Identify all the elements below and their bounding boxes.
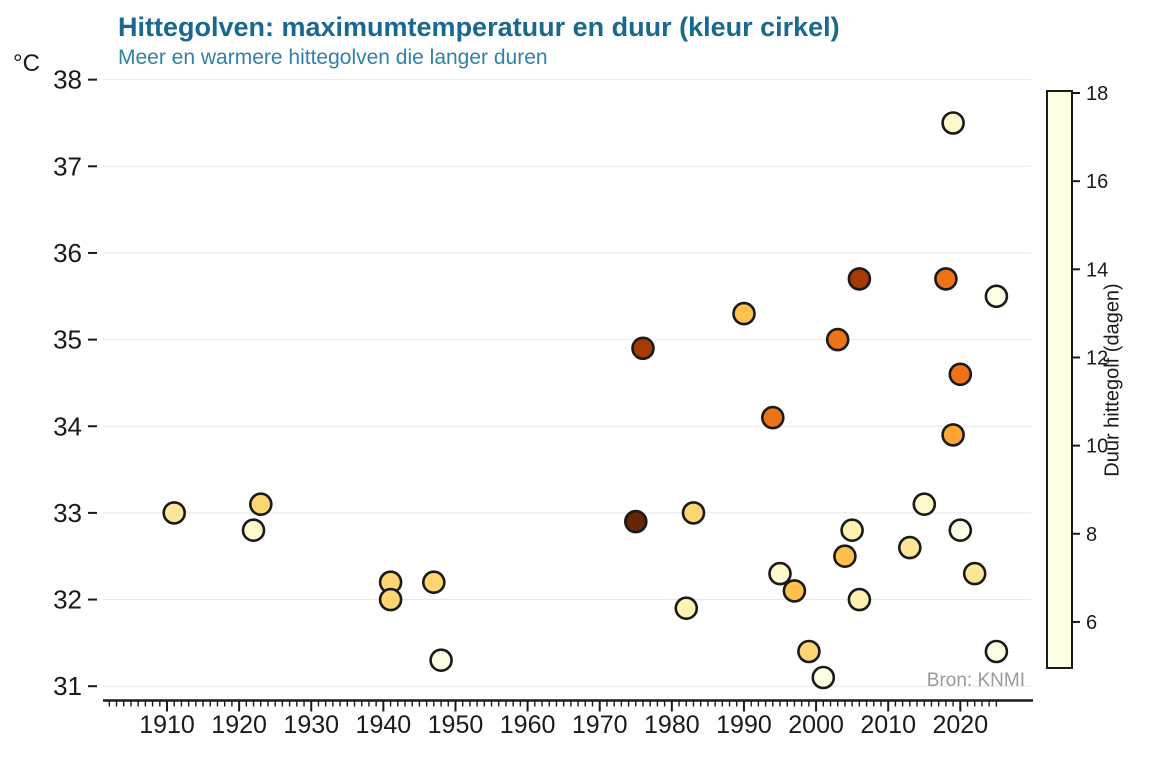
x-tick-label: 2020 <box>933 711 989 739</box>
x-tick-label: 1990 <box>716 711 772 739</box>
data-point[interactable] <box>941 423 965 447</box>
x-tick-label: 1980 <box>644 711 700 739</box>
source-attribution: Bron: KNMI <box>926 670 1025 691</box>
data-point[interactable] <box>768 561 792 586</box>
colorbar-tick-label: 10 <box>1086 436 1108 458</box>
data-point[interactable] <box>897 535 922 560</box>
y-axis-unit-label: °C <box>13 50 40 77</box>
y-tick-label: 33 <box>53 498 82 528</box>
data-point[interactable] <box>421 570 446 595</box>
data-point[interactable] <box>631 336 655 361</box>
data-point[interactable] <box>825 327 850 352</box>
data-point[interactable] <box>782 579 807 603</box>
data-point[interactable] <box>623 509 648 534</box>
data-point[interactable] <box>833 544 857 569</box>
colorbar-tick-label: 12 <box>1086 347 1108 369</box>
data-point[interactable] <box>732 301 756 326</box>
x-tick-label: 1940 <box>356 711 412 739</box>
x-tick-label: 2000 <box>788 711 844 739</box>
data-point[interactable] <box>984 639 1009 664</box>
x-tick-label: 1930 <box>283 711 339 739</box>
data-point[interactable] <box>984 284 1009 309</box>
data-point[interactable] <box>962 561 987 586</box>
colorbar-tick-label: 18 <box>1086 83 1108 105</box>
data-point[interactable] <box>760 405 785 430</box>
data-point[interactable] <box>162 501 186 525</box>
data-points <box>162 111 1009 690</box>
data-point[interactable] <box>948 362 973 387</box>
colorbar-tick-label: 6 <box>1086 612 1097 634</box>
data-point[interactable] <box>847 587 872 612</box>
x-tick-label: 1960 <box>500 711 556 739</box>
x-axis: 1910 1920 1930 1940 1950 1960 1970 1980 1990 2000… <box>103 699 1033 739</box>
colorbar-axis-label: Duur hittegolf (dagen) <box>1101 283 1124 477</box>
data-point[interactable] <box>378 587 403 612</box>
data-point[interactable] <box>241 518 266 543</box>
data-point[interactable] <box>248 492 273 517</box>
y-tick-label: 31 <box>53 671 82 701</box>
y-tick-label: 37 <box>53 151 82 181</box>
gridlines <box>103 79 1031 687</box>
y-tick-label: 34 <box>53 411 82 441</box>
data-point[interactable] <box>429 648 453 673</box>
data-point[interactable] <box>797 639 821 664</box>
data-point[interactable] <box>811 665 836 690</box>
colorbar: 18 16 14 12 10 8 6 <box>1046 83 1108 669</box>
y-tick-label: 35 <box>53 325 82 355</box>
data-point[interactable] <box>847 267 872 291</box>
chart-title: Hittegolven: maximumtemperatuur en duur … <box>118 12 840 42</box>
x-tick-label: 1970 <box>572 711 628 739</box>
y-tick-label: 32 <box>53 585 82 615</box>
data-point[interactable] <box>840 518 864 543</box>
data-point[interactable] <box>674 596 699 621</box>
x-tick-label: 2010 <box>860 711 916 739</box>
y-axis: 38 37 36 35 34 33 32 31 <box>53 65 97 701</box>
colorbar-gradient <box>1046 90 1073 669</box>
y-tick-label: 38 <box>53 65 82 95</box>
data-point[interactable] <box>934 267 958 291</box>
x-tick-label: 1910 <box>139 711 195 739</box>
x-tick-label: 1950 <box>428 711 484 739</box>
colorbar-tick-label: 14 <box>1086 259 1108 281</box>
data-point[interactable] <box>912 492 937 517</box>
x-tick-label: 1920 <box>211 711 267 739</box>
y-tick-label: 36 <box>53 238 82 268</box>
data-point[interactable] <box>941 111 965 135</box>
data-point[interactable] <box>681 501 706 525</box>
colorbar-tick-label: 8 <box>1086 524 1097 546</box>
chart-subtitle: Meer en warmere hittegolven die langer d… <box>118 46 548 69</box>
data-point[interactable] <box>948 518 973 543</box>
colorbar-tick-label: 16 <box>1086 171 1108 193</box>
